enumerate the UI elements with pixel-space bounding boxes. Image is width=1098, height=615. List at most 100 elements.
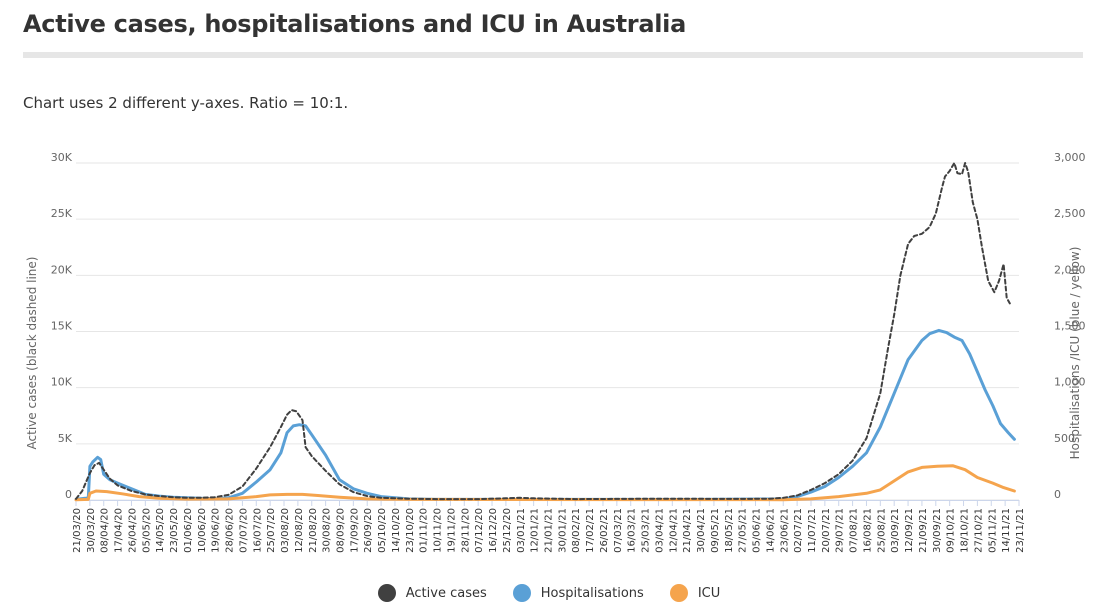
x-tick-label: 21/04/21 [682, 508, 693, 553]
x-tick-label: 30/01/21 [557, 508, 568, 553]
x-tick-label: 26/02/21 [599, 508, 610, 553]
x-tick-label: 02/07/21 [793, 508, 804, 553]
chart-subtitle: Chart uses 2 different y-axes. Ratio = 1… [23, 94, 349, 112]
x-tick-label: 09/05/21 [710, 508, 721, 553]
x-tick-label: 10/11/20 [433, 508, 444, 553]
x-tick-label: 30/03/20 [86, 508, 97, 553]
x-axis-ticks: 21/03/20 30/03/20 08/04/20 17/04/20 26/04/20… [72, 500, 1026, 553]
x-tick-label: 05/10/20 [377, 508, 388, 553]
title-divider [23, 52, 1083, 58]
x-tick-label: 01/06/20 [183, 508, 194, 553]
x-tick-label: 30/09/21 [932, 508, 943, 553]
right-tick-label: 0 [1054, 488, 1061, 501]
x-tick-label: 21/01/21 [544, 508, 555, 553]
x-tick-label: 23/10/20 [405, 508, 416, 553]
chart-title: Active cases, hospitalisations and ICU i… [23, 10, 686, 38]
left-tick-label: 25K [51, 207, 73, 220]
x-tick-label: 18/10/21 [960, 508, 971, 553]
x-tick-label: 08/04/20 [100, 508, 111, 553]
right-tick-label: 3,000 [1054, 151, 1086, 164]
x-tick-label: 20/07/21 [821, 508, 832, 553]
x-tick-label: 07/08/21 [849, 508, 860, 553]
x-tick-label: 25/07/20 [266, 508, 277, 553]
x-tick-label: 21/09/21 [918, 508, 929, 553]
left-tick-label: 20K [51, 263, 73, 276]
x-tick-label: 14/05/20 [155, 508, 166, 553]
left-tick-label: 5K [58, 432, 73, 445]
x-tick-label: 29/07/21 [835, 508, 846, 553]
x-tick-label: 03/04/21 [654, 508, 665, 553]
legend-label: Hospitalisations [540, 585, 644, 601]
x-tick-label: 14/11/21 [1001, 508, 1012, 553]
right-axis-title: Hospitalisations /ICU (blue / yellow) [1068, 247, 1082, 460]
x-tick-label: 16/07/20 [252, 508, 263, 553]
x-tick-label: 26/04/20 [127, 508, 138, 553]
x-tick-label: 16/12/20 [488, 508, 499, 553]
x-tick-label: 08/02/21 [571, 508, 582, 553]
right-tick-label: 2,500 [1054, 207, 1086, 220]
x-tick-label: 08/09/20 [335, 508, 346, 553]
right-axis-ticks: 0 500 1,000 1,500 2,000 2,500 3,000 [1054, 151, 1086, 501]
x-tick-label: 27/10/21 [973, 508, 984, 553]
x-tick-label: 28/06/20 [225, 508, 236, 553]
legend-item-icu[interactable]: ICU [669, 584, 721, 602]
left-axis-title: Active cases (black dashed line) [25, 257, 39, 450]
x-tick-label: 28/11/20 [460, 508, 471, 553]
x-tick-label: 05/05/20 [141, 508, 152, 553]
legend-label: Active cases [405, 585, 487, 601]
x-tick-label: 07/12/20 [474, 508, 485, 553]
gridlines [76, 162, 1019, 501]
x-tick-label: 23/05/20 [169, 508, 180, 553]
x-tick-label: 10/06/20 [197, 508, 208, 553]
line-chart: 0 5K 10K 15K 20K 25K 30K 0 500 1,000 1,500 2,000 2,… [25, 151, 1086, 553]
x-tick-label: 21/03/20 [72, 508, 83, 553]
x-tick-label: 27/05/21 [738, 508, 749, 553]
x-tick-label: 14/10/20 [391, 508, 402, 553]
x-tick-label: 09/10/21 [946, 508, 957, 553]
right-tick-label: 1,500 [1054, 320, 1086, 333]
legend-marker-icon [669, 584, 688, 602]
left-tick-label: 15K [51, 320, 73, 333]
series-line-active-cases [75, 162, 1011, 501]
x-tick-label: 07/03/21 [613, 508, 624, 553]
x-tick-label: 11/07/21 [807, 508, 818, 553]
x-tick-label: 25/08/21 [876, 508, 887, 553]
x-tick-label: 03/01/21 [516, 508, 527, 553]
left-tick-label: 10K [51, 376, 73, 389]
x-tick-label: 12/08/20 [294, 508, 305, 553]
series-line-hospitalisations [74, 328, 1016, 501]
x-tick-label: 21/08/20 [308, 508, 319, 553]
legend-item-hospitalisations[interactable]: Hospitalisations [512, 584, 644, 602]
legend-marker-icon [377, 584, 396, 602]
x-tick-label: 05/11/21 [987, 508, 998, 553]
legend-label: ICU [697, 585, 721, 601]
left-axis-ticks: 0 5K 10K 15K 20K 25K 30K [51, 151, 73, 501]
x-tick-label: 16/03/21 [627, 508, 638, 553]
x-tick-label: 17/02/21 [585, 508, 596, 553]
x-tick-label: 19/11/20 [446, 508, 457, 553]
x-tick-label: 30/08/20 [322, 508, 333, 553]
x-tick-label: 16/08/21 [862, 508, 873, 553]
series-lines [74, 162, 1016, 502]
x-tick-label: 17/04/20 [114, 508, 125, 553]
legend-item-active-cases[interactable]: Active cases [377, 584, 487, 602]
x-tick-label: 19/06/20 [211, 508, 222, 553]
x-tick-label: 17/09/20 [349, 508, 360, 553]
legend: Active cases Hospitalisations ICU [0, 584, 1098, 602]
x-tick-label: 12/01/21 [530, 508, 541, 553]
left-tick-label: 0 [65, 488, 72, 501]
right-tick-label: 1,000 [1054, 376, 1086, 389]
right-tick-label: 2,000 [1054, 263, 1086, 276]
x-tick-label: 07/07/20 [238, 508, 249, 553]
x-tick-label: 23/06/21 [779, 508, 790, 553]
x-tick-label: 14/06/21 [765, 508, 776, 553]
x-tick-label: 18/05/21 [724, 508, 735, 553]
x-tick-label: 25/03/21 [641, 508, 652, 553]
right-tick-label: 500 [1054, 432, 1075, 445]
x-tick-label: 25/12/20 [502, 508, 513, 553]
x-tick-label: 23/11/21 [1015, 508, 1026, 553]
x-tick-label: 03/09/21 [890, 508, 901, 553]
left-tick-label: 30K [51, 151, 73, 164]
x-tick-label: 12/09/21 [904, 508, 915, 553]
legend-marker-icon [512, 584, 531, 602]
